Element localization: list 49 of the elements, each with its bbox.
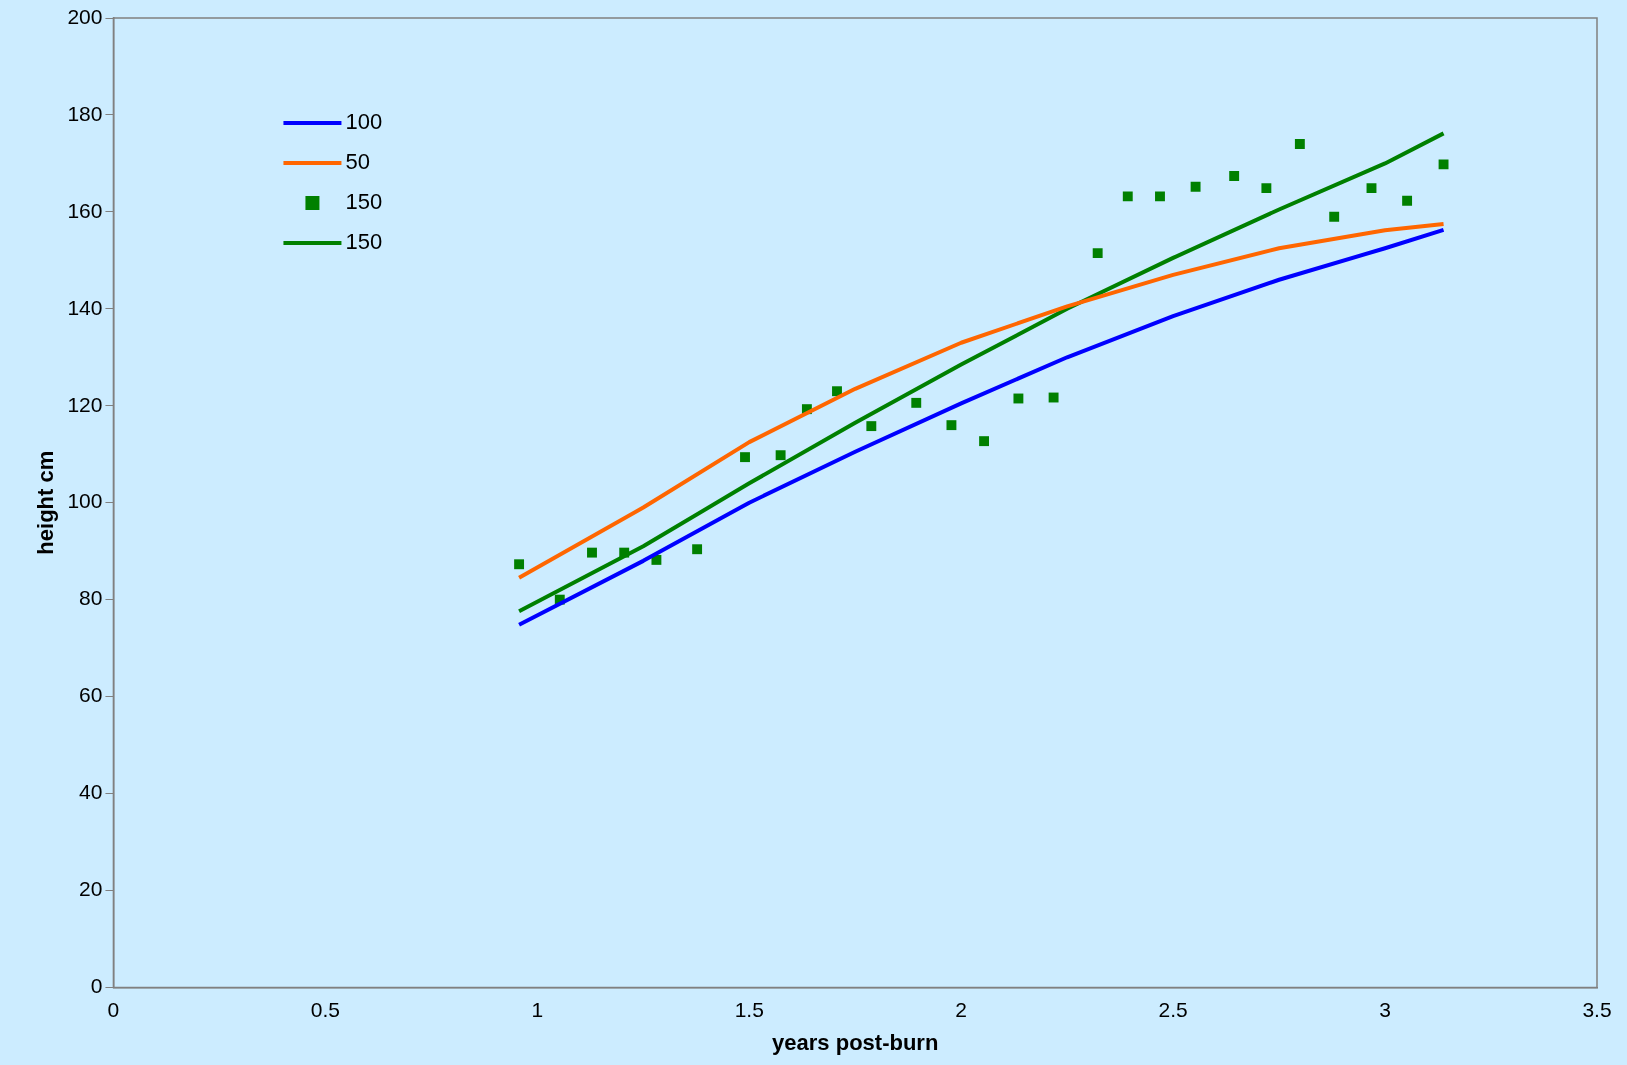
point [775,450,786,461]
legend-label: 50 [345,149,370,175]
point [832,386,842,397]
y-tick-label: 20 [79,877,103,901]
point [1294,139,1305,149]
point [514,559,525,570]
y-tick-label: 0 [90,974,103,998]
point [619,547,630,558]
y-tick-label: 200 [67,4,103,28]
point [911,397,922,408]
y-axis-title: height cm [33,450,59,555]
point [1366,183,1377,194]
y-tick-label: 80 [79,586,103,610]
point [979,436,990,447]
x-tick-label: 0.5 [310,997,340,1021]
x-tick-label: 3.5 [1582,997,1612,1021]
point [1402,195,1413,206]
y-tick-label: 160 [67,198,103,222]
y-tick-label: 60 [79,683,103,707]
point [1048,392,1059,403]
y-tick-label: 120 [67,392,103,416]
point [1438,159,1449,170]
point [866,421,877,432]
point [1155,191,1165,202]
x-tick-label: 1.5 [734,997,764,1021]
legend-label: 100 [345,109,383,135]
y-tick-label: 100 [67,489,103,513]
point [740,452,750,463]
x-tick-label: 3 [1379,997,1391,1021]
point [1122,191,1133,202]
y-tick-label: 40 [79,780,103,804]
y-tick-label: 140 [67,295,103,319]
point [692,544,703,555]
point [946,420,957,431]
point [587,547,597,558]
x-tick-label: 2.5 [1158,997,1188,1021]
x-tick-label: 1 [531,997,544,1021]
point [1329,211,1340,222]
point [1261,183,1272,194]
y-tick-label: 180 [67,101,103,125]
point [1092,248,1103,259]
point [1013,393,1024,404]
legend-label: 150 [345,229,383,255]
point [1229,171,1240,181]
legend-label: 150 [345,189,383,215]
x-axis-title: years post-burn [772,1029,939,1055]
x-tick-label: 0 [107,997,120,1021]
point [1190,181,1201,192]
x-tick-label: 2 [955,997,968,1021]
